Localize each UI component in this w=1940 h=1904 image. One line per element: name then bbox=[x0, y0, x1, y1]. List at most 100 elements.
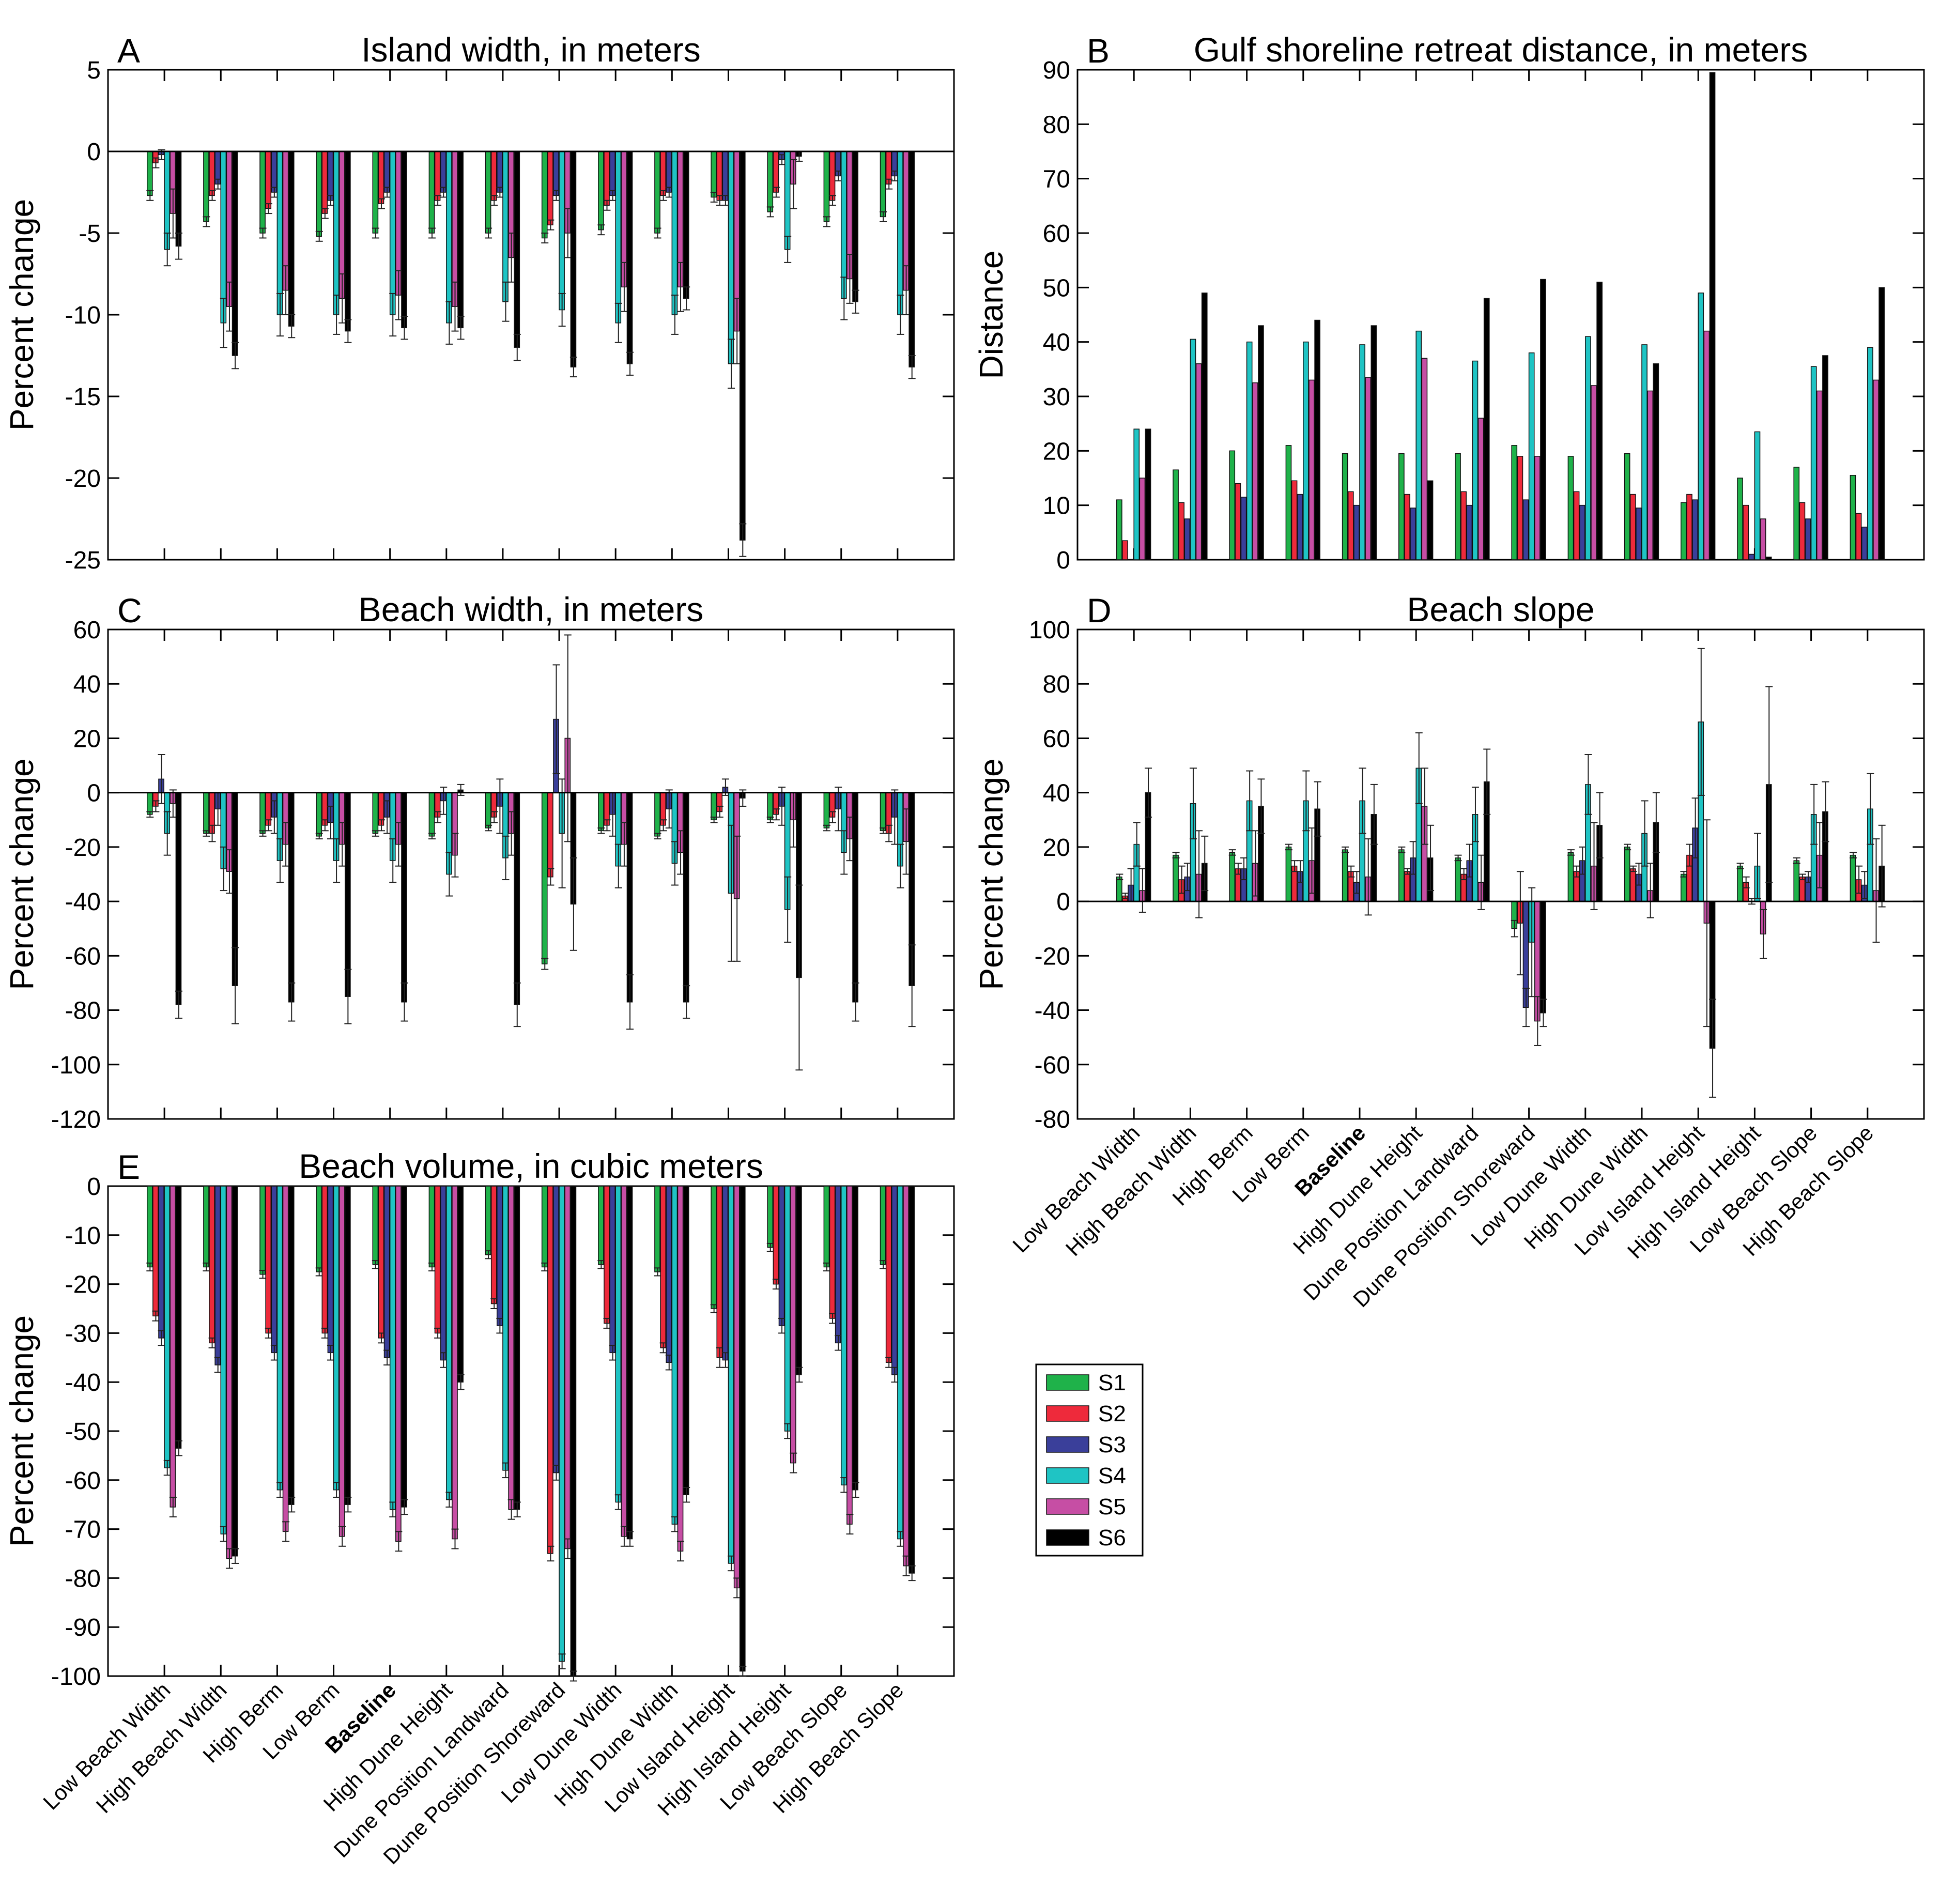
bar-s1 bbox=[146, 792, 153, 815]
bar-s5 bbox=[733, 1186, 740, 1589]
bar-s4 bbox=[389, 151, 396, 315]
plot-frame bbox=[1076, 628, 1925, 1120]
bar-s1 bbox=[1511, 445, 1518, 560]
bar-s2 bbox=[716, 1186, 723, 1358]
y-tick-label: -5 bbox=[79, 220, 101, 248]
y-tick-label: -30 bbox=[65, 1320, 101, 1347]
bar-s3 bbox=[1579, 504, 1585, 560]
y-tick-label: -80 bbox=[1035, 1106, 1070, 1133]
bar-s3 bbox=[609, 151, 615, 196]
bar-s4 bbox=[333, 1186, 340, 1491]
bar-s1 bbox=[823, 792, 830, 828]
bar-s6 bbox=[570, 1186, 577, 1677]
bar-s2 bbox=[152, 1186, 159, 1316]
bar-s2 bbox=[1855, 513, 1862, 560]
bar-s2 bbox=[1404, 871, 1410, 902]
bar-s6 bbox=[739, 151, 746, 541]
bar-s1 bbox=[1850, 854, 1856, 902]
bar-s2 bbox=[1122, 540, 1128, 560]
y-tick-label: -100 bbox=[51, 1052, 101, 1079]
bar-s4 bbox=[389, 1186, 396, 1510]
bar-s2 bbox=[1178, 502, 1185, 560]
y-tick-label: -10 bbox=[65, 1222, 101, 1250]
y-tick-label: -40 bbox=[65, 1369, 101, 1396]
bar-s6 bbox=[1709, 72, 1716, 560]
bar-s2 bbox=[547, 1186, 553, 1554]
bar-s4 bbox=[671, 151, 678, 315]
bar-s1 bbox=[654, 1186, 660, 1272]
bar-s3 bbox=[553, 1186, 559, 1473]
bar-s1 bbox=[1455, 857, 1461, 902]
bar-s2 bbox=[321, 1186, 328, 1334]
bar-s5 bbox=[790, 1186, 796, 1464]
bar-s6 bbox=[514, 151, 520, 348]
bar-s4 bbox=[446, 1186, 452, 1500]
bar-s2 bbox=[1404, 494, 1410, 560]
bar-s6 bbox=[1201, 293, 1208, 560]
bar-s1 bbox=[880, 151, 886, 218]
bar-s4 bbox=[1359, 344, 1365, 560]
bar-s4 bbox=[615, 1186, 622, 1503]
bar-s3 bbox=[1861, 527, 1868, 560]
bar-s6 bbox=[1879, 287, 1885, 560]
bar-s3 bbox=[1522, 499, 1529, 560]
bar-s6 bbox=[345, 792, 351, 997]
bar-s4 bbox=[446, 151, 452, 324]
y-tick-label: 40 bbox=[73, 671, 101, 698]
bar-s1 bbox=[316, 151, 322, 237]
bar-s2 bbox=[490, 151, 497, 201]
bar-s4 bbox=[1698, 293, 1704, 560]
bar-s1 bbox=[316, 1186, 322, 1272]
bar-s3 bbox=[1240, 497, 1247, 560]
bar-s6 bbox=[1822, 355, 1828, 560]
legend-swatch-s5 bbox=[1046, 1498, 1089, 1515]
bar-s5 bbox=[338, 1186, 345, 1537]
bar-s4 bbox=[1585, 336, 1591, 560]
bar-s5 bbox=[1760, 518, 1766, 560]
y-tick-label: 80 bbox=[1043, 671, 1070, 698]
bar-s1 bbox=[1737, 865, 1743, 902]
y-tick-label: -60 bbox=[65, 1467, 101, 1495]
bar-s4 bbox=[276, 1186, 283, 1491]
bar-s6 bbox=[514, 1186, 520, 1510]
bar-s6 bbox=[852, 792, 858, 1003]
bar-s6 bbox=[457, 151, 464, 329]
bar-s1 bbox=[711, 1186, 717, 1309]
bar-s2 bbox=[1686, 494, 1692, 560]
bar-s4 bbox=[1246, 341, 1253, 560]
bar-s6 bbox=[288, 792, 295, 1003]
bar-s3 bbox=[1466, 504, 1473, 560]
bar-s3 bbox=[609, 1186, 615, 1354]
y-tick-label: 0 bbox=[1056, 888, 1070, 916]
panel-letter: E bbox=[117, 1148, 140, 1186]
legend-label: S6 bbox=[1098, 1525, 1126, 1550]
bar-s3 bbox=[158, 1186, 164, 1339]
bar-s6 bbox=[626, 1186, 633, 1540]
bar-s3 bbox=[1805, 518, 1811, 560]
bar-s1 bbox=[1173, 854, 1179, 902]
bar-s5 bbox=[1873, 379, 1879, 560]
y-tick-label: -80 bbox=[65, 997, 101, 1025]
bar-s6 bbox=[175, 151, 182, 247]
bar-s5 bbox=[903, 1186, 909, 1567]
bar-s2 bbox=[604, 151, 610, 206]
y-tick-label: -20 bbox=[65, 834, 101, 862]
bar-s2 bbox=[1235, 483, 1241, 560]
y-tick-label: -20 bbox=[65, 465, 101, 493]
bar-s2 bbox=[378, 151, 384, 204]
bar-s2 bbox=[378, 1186, 384, 1339]
bar-s1 bbox=[1116, 877, 1122, 902]
bar-s1 bbox=[1285, 445, 1292, 560]
y-tick-label: -80 bbox=[65, 1565, 101, 1592]
bar-s1 bbox=[541, 151, 548, 239]
bar-s1 bbox=[259, 151, 266, 234]
bar-s3 bbox=[1353, 504, 1360, 560]
y-tick-label: 0 bbox=[87, 139, 101, 166]
bar-s1 bbox=[1398, 453, 1405, 560]
bar-s4 bbox=[559, 1186, 565, 1662]
bar-s6 bbox=[683, 792, 689, 1003]
bar-s2 bbox=[604, 1186, 610, 1324]
bar-s5 bbox=[1534, 456, 1541, 560]
